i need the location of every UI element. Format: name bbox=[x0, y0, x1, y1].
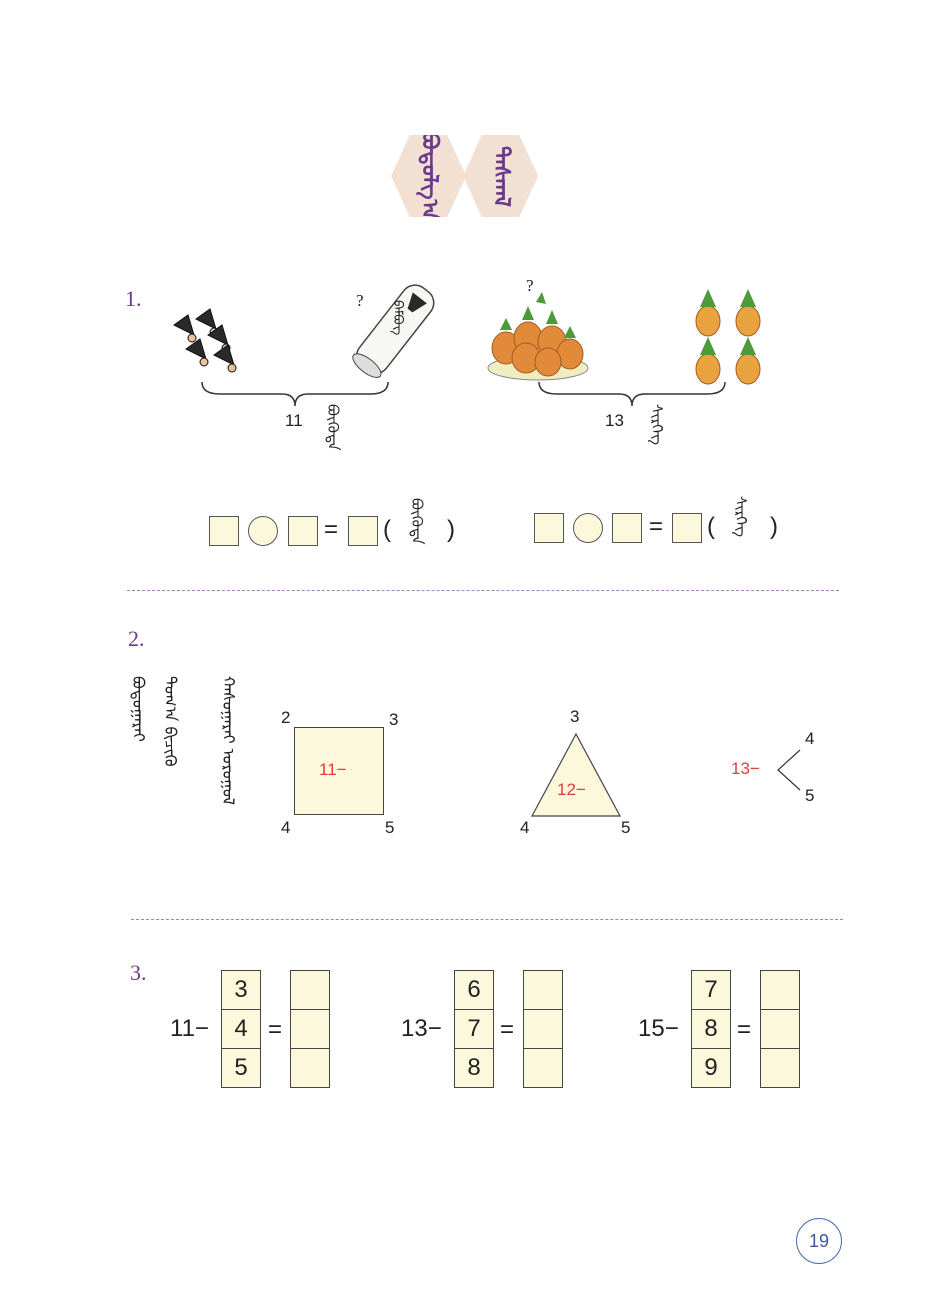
subtrahend-cell: 8 bbox=[454, 1048, 494, 1088]
subtrahend-cell: 7 bbox=[691, 970, 731, 1010]
paren-close: ) bbox=[447, 516, 455, 543]
header-tile-right: ᠳᠠᠰᠬᠠᠯ bbox=[463, 135, 538, 217]
result-cell[interactable] bbox=[760, 1048, 800, 1088]
answer-box[interactable] bbox=[348, 516, 378, 546]
question-mark-right: ? bbox=[526, 276, 534, 295]
result-cell[interactable] bbox=[290, 1048, 330, 1088]
subtrahend-cell: 6 bbox=[454, 970, 494, 1010]
header-tile-left-text: ᠪᠣᠳᠣᠯᠭ᠎ᠠ bbox=[416, 132, 442, 221]
triangle-bottom-left: 4 bbox=[520, 818, 530, 837]
instruction-line: ᠬᠠᠰᠤᠭᠠᠷᠠᠢ ᠣᠷᠤᠭᠤᠯ bbox=[219, 676, 238, 806]
pineapples-four-illustration bbox=[695, 289, 761, 385]
header-tile-left: ᠪᠣᠳᠣᠯᠭ᠎ᠠ bbox=[391, 135, 466, 217]
total-left: 11 bbox=[285, 411, 303, 430]
branch-top: 4 bbox=[805, 729, 815, 748]
equals-sign: = bbox=[268, 1016, 283, 1043]
branch-lines bbox=[777, 749, 801, 791]
answer-box[interactable] bbox=[288, 516, 318, 546]
triangle-shape bbox=[530, 732, 622, 817]
square-corner-tl: 2 bbox=[281, 708, 291, 727]
result-cell[interactable] bbox=[290, 970, 330, 1010]
answer-box[interactable] bbox=[612, 513, 642, 543]
paren-open: ( bbox=[707, 513, 715, 540]
header-tile-right-text: ᠳᠠᠰᠬᠠᠯ bbox=[488, 145, 514, 207]
result-cell[interactable] bbox=[290, 1009, 330, 1049]
branch-bottom: 5 bbox=[805, 786, 815, 805]
triangle-bottom-right: 5 bbox=[621, 818, 631, 837]
square-label: 11− bbox=[319, 760, 347, 779]
branch-label: 13− bbox=[731, 759, 760, 778]
total-left-word: ᠪᠦᠭᠦᠳᠡ bbox=[324, 404, 342, 451]
total-right: 13 bbox=[605, 411, 624, 430]
result-cell[interactable] bbox=[523, 1048, 563, 1088]
subtrahend-cell: 9 bbox=[691, 1048, 731, 1088]
answer-box[interactable] bbox=[672, 513, 702, 543]
tube-illustration bbox=[352, 284, 435, 378]
result-cell[interactable] bbox=[760, 970, 800, 1010]
square-shape bbox=[294, 727, 384, 815]
triangle-top: 3 bbox=[570, 707, 580, 726]
pineapple-plate-illustration bbox=[487, 292, 589, 381]
answer-box[interactable] bbox=[534, 513, 564, 543]
question-mark-left: ? bbox=[356, 291, 364, 310]
brace-left bbox=[201, 381, 389, 407]
square-corner-br: 5 bbox=[385, 818, 395, 837]
instruction-line: ᠪᠣᠳᠣᠭᠠᠷᠠᠢ bbox=[129, 676, 148, 742]
operator-circle[interactable] bbox=[248, 516, 278, 546]
shuttlecocks-illustration bbox=[173, 308, 237, 373]
brace-right bbox=[538, 381, 726, 407]
answer-box[interactable] bbox=[209, 516, 239, 546]
minuend: 13− bbox=[401, 1015, 442, 1042]
operator-circle[interactable] bbox=[573, 513, 603, 543]
section2-number: 2. bbox=[128, 626, 145, 651]
paren-open: ( bbox=[383, 516, 391, 543]
square-corner-bl: 4 bbox=[281, 818, 291, 837]
result-cell[interactable] bbox=[760, 1009, 800, 1049]
unit-word-left: ᠪᠦᠭᠦᠳᠡ bbox=[408, 498, 426, 545]
minuend: 11− bbox=[170, 1015, 209, 1042]
tube-label: ᠪᠠᠮᠪᠦᠭ bbox=[390, 300, 405, 336]
equals-sign: = bbox=[324, 516, 339, 543]
subtrahend-cell: 3 bbox=[221, 970, 261, 1010]
subtrahend-cell: 5 bbox=[221, 1048, 261, 1088]
section1-number: 1. bbox=[125, 286, 142, 311]
minuend: 15− bbox=[638, 1015, 679, 1042]
paren-close: ) bbox=[770, 513, 778, 540]
page-number: 19 bbox=[796, 1218, 842, 1264]
subtrahend-cell: 7 bbox=[454, 1009, 494, 1049]
subtrahend-cell: 4 bbox=[221, 1009, 261, 1049]
section-divider bbox=[131, 919, 843, 920]
section-divider bbox=[127, 590, 839, 591]
result-cell[interactable] bbox=[523, 970, 563, 1010]
subtrahend-cell: 8 bbox=[691, 1009, 731, 1049]
result-cell[interactable] bbox=[523, 1009, 563, 1049]
instruction-line: ᠲᠣᠭ᠎ᠠ ᠪᠢᠴᠢᠬᠦ bbox=[161, 676, 180, 767]
section3-number: 3. bbox=[130, 960, 147, 985]
triangle-label: 12− bbox=[557, 780, 586, 799]
equals-sign: = bbox=[649, 513, 664, 540]
total-right-word: ᠰᠢᠷᠬᠡᠭ bbox=[648, 404, 666, 446]
unit-word-right: ᠰᠢᠷᠬᠡᠭ bbox=[732, 496, 750, 538]
equals-sign: = bbox=[737, 1016, 752, 1043]
equals-sign: = bbox=[500, 1016, 515, 1043]
square-corner-tr: 3 bbox=[389, 710, 399, 729]
